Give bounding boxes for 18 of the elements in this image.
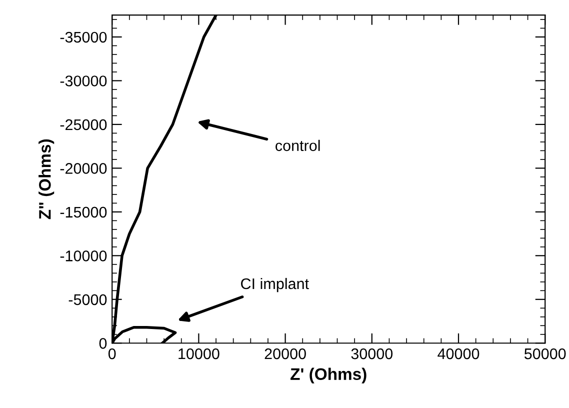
x-tick-label: 10000 [178,348,220,360]
y-tick-label: -10000 [60,250,107,262]
x-tick-label: 30000 [351,348,393,360]
y-tick-label: -30000 [60,76,107,86]
y-tick-label: -5000 [68,294,107,306]
x-tick-label: 50000 [524,348,566,360]
y-tick-label: -35000 [60,32,107,43]
annotation: control [276,140,320,152]
y-tick-label: -25000 [60,119,107,130]
y-tick-label: 0 [99,338,107,349]
annotation: CI implant [241,278,309,292]
x-tick-label: 0 [108,348,116,360]
y-tick-label: -15000 [60,206,107,218]
x-axis-title: Z' (Ohms) [290,368,366,384]
x-tick-label: 20000 [264,348,306,360]
x-tick-label: 40000 [438,348,480,360]
y-axis-title: Z" (Ohms) [38,139,54,220]
y-tick-label: -20000 [60,163,107,174]
